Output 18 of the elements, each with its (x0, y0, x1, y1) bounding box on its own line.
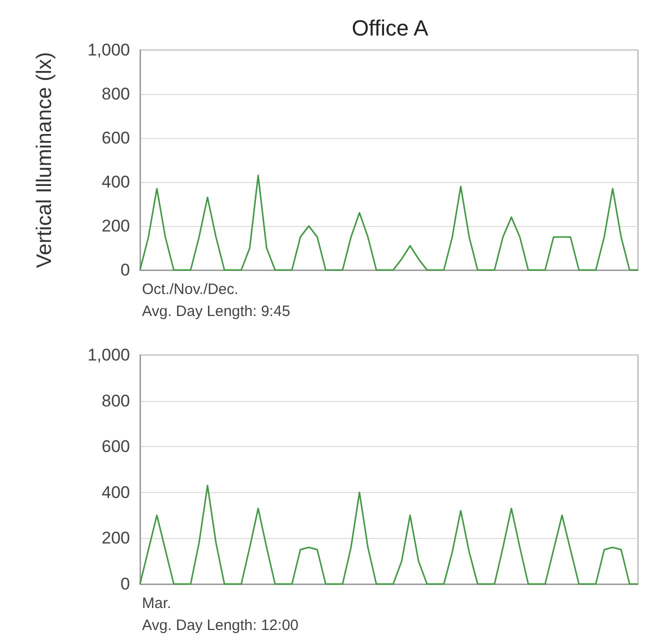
y-tick-label: 400 (102, 172, 130, 192)
y-tick-label: 200 (102, 216, 130, 236)
text: Avg. Day Length: 12:00 (142, 617, 299, 634)
y-tick-label: 200 (102, 528, 130, 548)
y-tick-label: 1,000 (87, 346, 130, 364)
y-axis-title: Vertical Illuminance (lx) (33, 52, 56, 268)
y-tick-label: 800 (102, 84, 130, 104)
y-tick-label: 0 (120, 260, 130, 280)
text: Mar. (142, 595, 172, 612)
y-tick-label: 600 (102, 437, 130, 456)
y-tick-label: 1,000 (87, 40, 130, 60)
y-tick-label: 800 (102, 391, 130, 410)
y-tick-label: 600 (102, 128, 130, 148)
y-tick-label: 400 (102, 482, 130, 502)
text: Avg. Day Length: 9:45 (142, 303, 290, 320)
chart-title: Office A (352, 16, 429, 40)
text: Oct./Nov./Dec. (142, 281, 238, 298)
y-tick-label: 0 (120, 574, 130, 594)
